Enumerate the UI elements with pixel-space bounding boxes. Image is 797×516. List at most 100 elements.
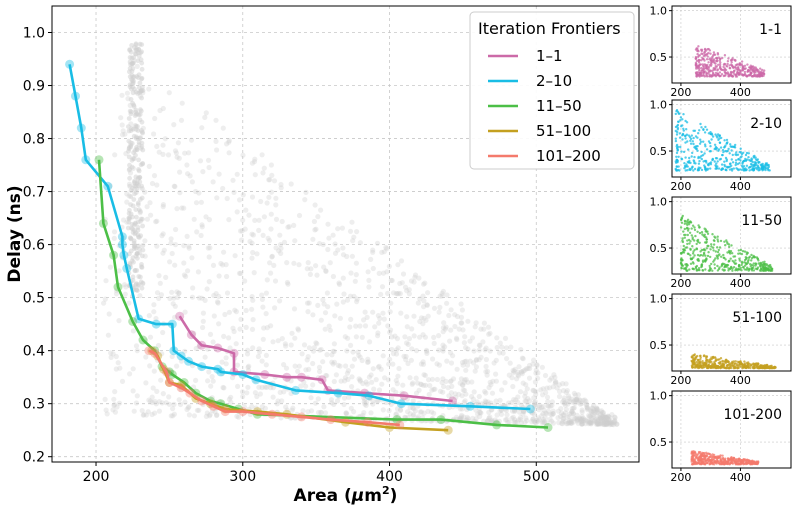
inset-point: [711, 363, 715, 366]
inset-point: [749, 463, 752, 466]
inset-point: [678, 136, 682, 139]
cloud-point: [119, 132, 126, 138]
cloud-point: [473, 364, 479, 370]
inset-point: [693, 254, 696, 257]
cloud-point: [203, 214, 209, 220]
inset-point: [708, 75, 712, 78]
cloud-point: [497, 340, 503, 346]
cloud-point: [256, 346, 262, 352]
cloud-point: [494, 344, 500, 351]
cloud-point: [394, 291, 401, 297]
inset-point: [734, 66, 737, 69]
inset-point: [707, 51, 710, 55]
cloud-point: [134, 393, 140, 399]
cloud-point: [238, 270, 244, 276]
cloud-point: [597, 415, 603, 421]
cloud-point: [138, 197, 143, 202]
cloud-point: [195, 269, 201, 275]
cloud-point: [273, 216, 280, 222]
inset-point: [723, 461, 726, 465]
cloud-point: [234, 362, 241, 368]
cloud-point: [598, 417, 605, 423]
cloud-point: [149, 411, 155, 418]
cloud-point: [146, 313, 152, 319]
inset-point: [677, 112, 680, 115]
inset-point: [675, 155, 678, 158]
cloud-point: [512, 419, 519, 425]
cloud-point: [173, 150, 179, 156]
inset-point: [750, 253, 753, 257]
cloud-point: [560, 381, 566, 387]
inset-point: [686, 218, 690, 221]
inset-point: [696, 230, 699, 233]
cloud-point: [477, 413, 483, 420]
inset-point: [715, 60, 719, 63]
y-axis-title: Delay (ns): [5, 185, 25, 282]
inset-x-tick-label: 400: [730, 86, 751, 99]
cloud-point: [136, 53, 142, 59]
cloud-point: [310, 382, 316, 388]
cloud-point: [549, 418, 555, 424]
inset-point: [709, 150, 712, 153]
cloud-point: [261, 214, 267, 220]
cloud-point: [159, 351, 165, 357]
cloud-point: [298, 383, 304, 389]
cloud-point: [124, 90, 130, 96]
inset-point: [696, 461, 700, 465]
inset-point: [703, 143, 707, 146]
cloud-point: [606, 420, 612, 426]
cloud-point: [149, 399, 155, 406]
cloud-point: [278, 245, 284, 251]
cloud-point: [103, 407, 109, 413]
inset-point: [698, 54, 701, 57]
inset-point: [727, 457, 730, 460]
cloud-point: [444, 292, 450, 298]
inset-point: [747, 256, 751, 259]
cloud-point: [436, 347, 442, 353]
cloud-point: [503, 345, 510, 351]
inset-point: [729, 257, 732, 260]
inset-point: [692, 262, 695, 265]
cloud-point: [136, 234, 141, 240]
cloud-point: [564, 414, 570, 420]
cloud-point: [584, 418, 590, 424]
cloud-point: [417, 318, 423, 325]
cloud-point: [292, 363, 298, 369]
cloud-point: [286, 224, 292, 230]
cloud-point: [214, 412, 220, 419]
inset-point: [718, 141, 722, 144]
inset-point: [732, 456, 736, 460]
inset-point: [725, 169, 728, 172]
inset-point: [682, 129, 685, 132]
cloud-point: [493, 357, 499, 363]
inset-point: [731, 252, 734, 255]
inset-point: [715, 157, 719, 160]
cloud-point: [573, 396, 580, 402]
cloud-point: [586, 412, 592, 419]
inset-point: [674, 139, 678, 143]
inset-point: [696, 363, 699, 366]
cloud-point: [264, 277, 270, 283]
cloud-point: [441, 383, 447, 390]
series-point: [128, 317, 138, 326]
inset-point: [716, 53, 720, 56]
cloud-point: [587, 420, 593, 426]
cloud-point: [354, 299, 360, 305]
cloud-point: [268, 211, 274, 217]
inset-point: [756, 69, 759, 72]
cloud-point: [357, 378, 363, 384]
inset-point: [691, 224, 695, 227]
cloud-point: [374, 240, 381, 246]
inset-point: [702, 251, 706, 254]
cloud-point: [156, 399, 162, 405]
inset-point: [699, 356, 702, 359]
series-point: [117, 232, 127, 242]
cloud-point: [403, 357, 409, 363]
cloud-point: [515, 372, 521, 378]
inset-point: [712, 455, 715, 458]
cloud-point: [379, 381, 385, 387]
inset-point: [729, 250, 733, 253]
cloud-point: [561, 412, 567, 418]
cloud-point: [368, 372, 374, 378]
